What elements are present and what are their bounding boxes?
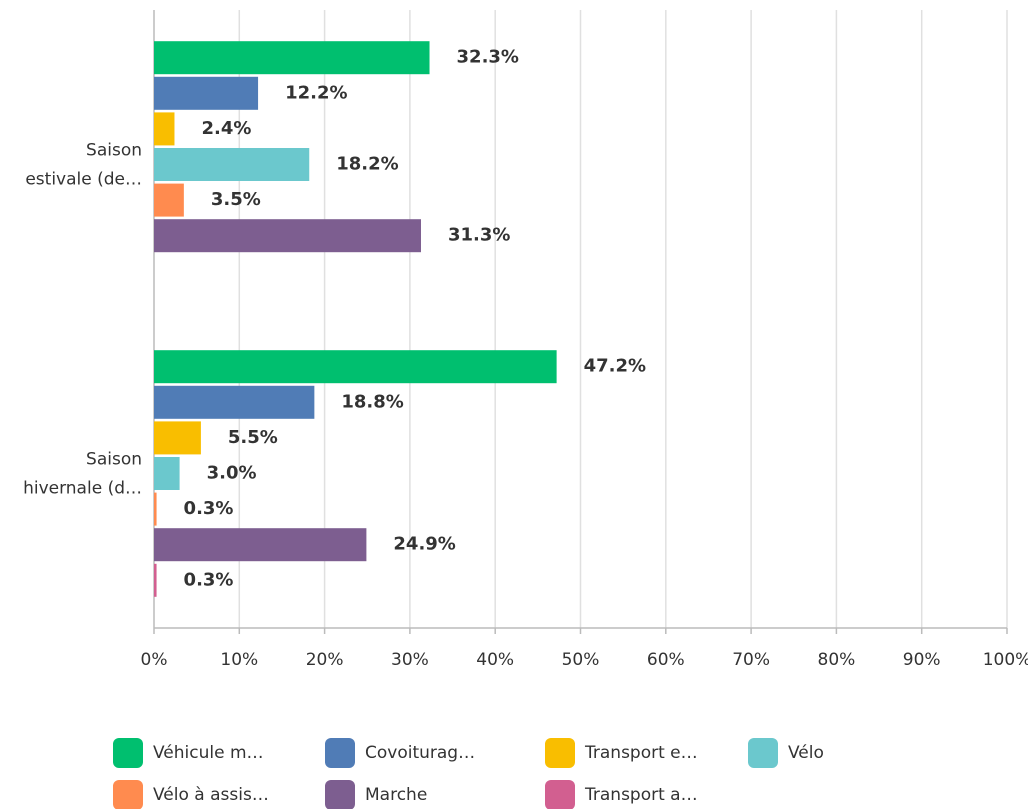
- value-label: 32.3%: [457, 47, 519, 68]
- bar: [154, 76, 259, 110]
- category-label: Saison hivernale (d…: [23, 450, 142, 499]
- x-tick-label: 50%: [562, 650, 600, 670]
- legend-swatch: [113, 738, 143, 768]
- value-label: 24.9%: [393, 534, 455, 555]
- x-tick-label: 0%: [141, 650, 168, 670]
- legend-label: Vélo: [788, 743, 824, 763]
- value-label: 18.2%: [336, 154, 398, 175]
- value-label: 47.2%: [584, 356, 646, 377]
- x-tick-label: 100%: [983, 650, 1028, 670]
- value-label: 0.3%: [184, 569, 234, 590]
- category-label: Saison estivale (de…: [25, 141, 142, 190]
- bar: [154, 385, 315, 419]
- legend-swatch: [545, 780, 575, 809]
- bar: [154, 421, 201, 455]
- bar: [154, 350, 557, 384]
- bar: [154, 183, 184, 217]
- value-label: 0.3%: [184, 498, 234, 519]
- legend-swatch: [325, 780, 355, 809]
- bar: [154, 528, 367, 562]
- x-tick-label: 60%: [647, 650, 685, 670]
- bar: [154, 41, 430, 75]
- value-label: 3.0%: [207, 463, 257, 484]
- bar: [154, 148, 310, 181]
- x-tick-label: 10%: [220, 650, 258, 670]
- legend-label: Transport e…: [584, 743, 698, 763]
- x-tick-label: 40%: [476, 650, 514, 670]
- bar: [154, 457, 180, 490]
- legend-swatch: [325, 738, 355, 768]
- x-tick-label: 90%: [903, 650, 941, 670]
- legend-label: Transport a…: [584, 785, 698, 805]
- value-label: 3.5%: [211, 189, 261, 210]
- legend-label: Covoiturag…: [365, 743, 475, 763]
- value-label: 12.2%: [285, 82, 347, 103]
- x-tick-label: 80%: [818, 650, 856, 670]
- x-tick-label: 20%: [306, 650, 344, 670]
- legend-swatch: [748, 738, 778, 768]
- bar: [154, 563, 157, 597]
- legend-label: Marche: [365, 785, 427, 805]
- legend-label: Véhicule m…: [153, 743, 264, 763]
- value-label: 18.8%: [341, 391, 403, 412]
- legend-swatch: [545, 738, 575, 768]
- value-label: 2.4%: [201, 118, 251, 139]
- bar: [154, 219, 421, 253]
- bar: [154, 492, 157, 526]
- bar: [154, 112, 175, 146]
- x-tick-label: 30%: [391, 650, 429, 670]
- value-label: 5.5%: [228, 427, 278, 448]
- legend-label: Vélo à assis…: [153, 785, 269, 805]
- value-label: 31.3%: [448, 225, 510, 246]
- legend-swatch: [113, 780, 143, 809]
- x-tick-label: 70%: [732, 650, 770, 670]
